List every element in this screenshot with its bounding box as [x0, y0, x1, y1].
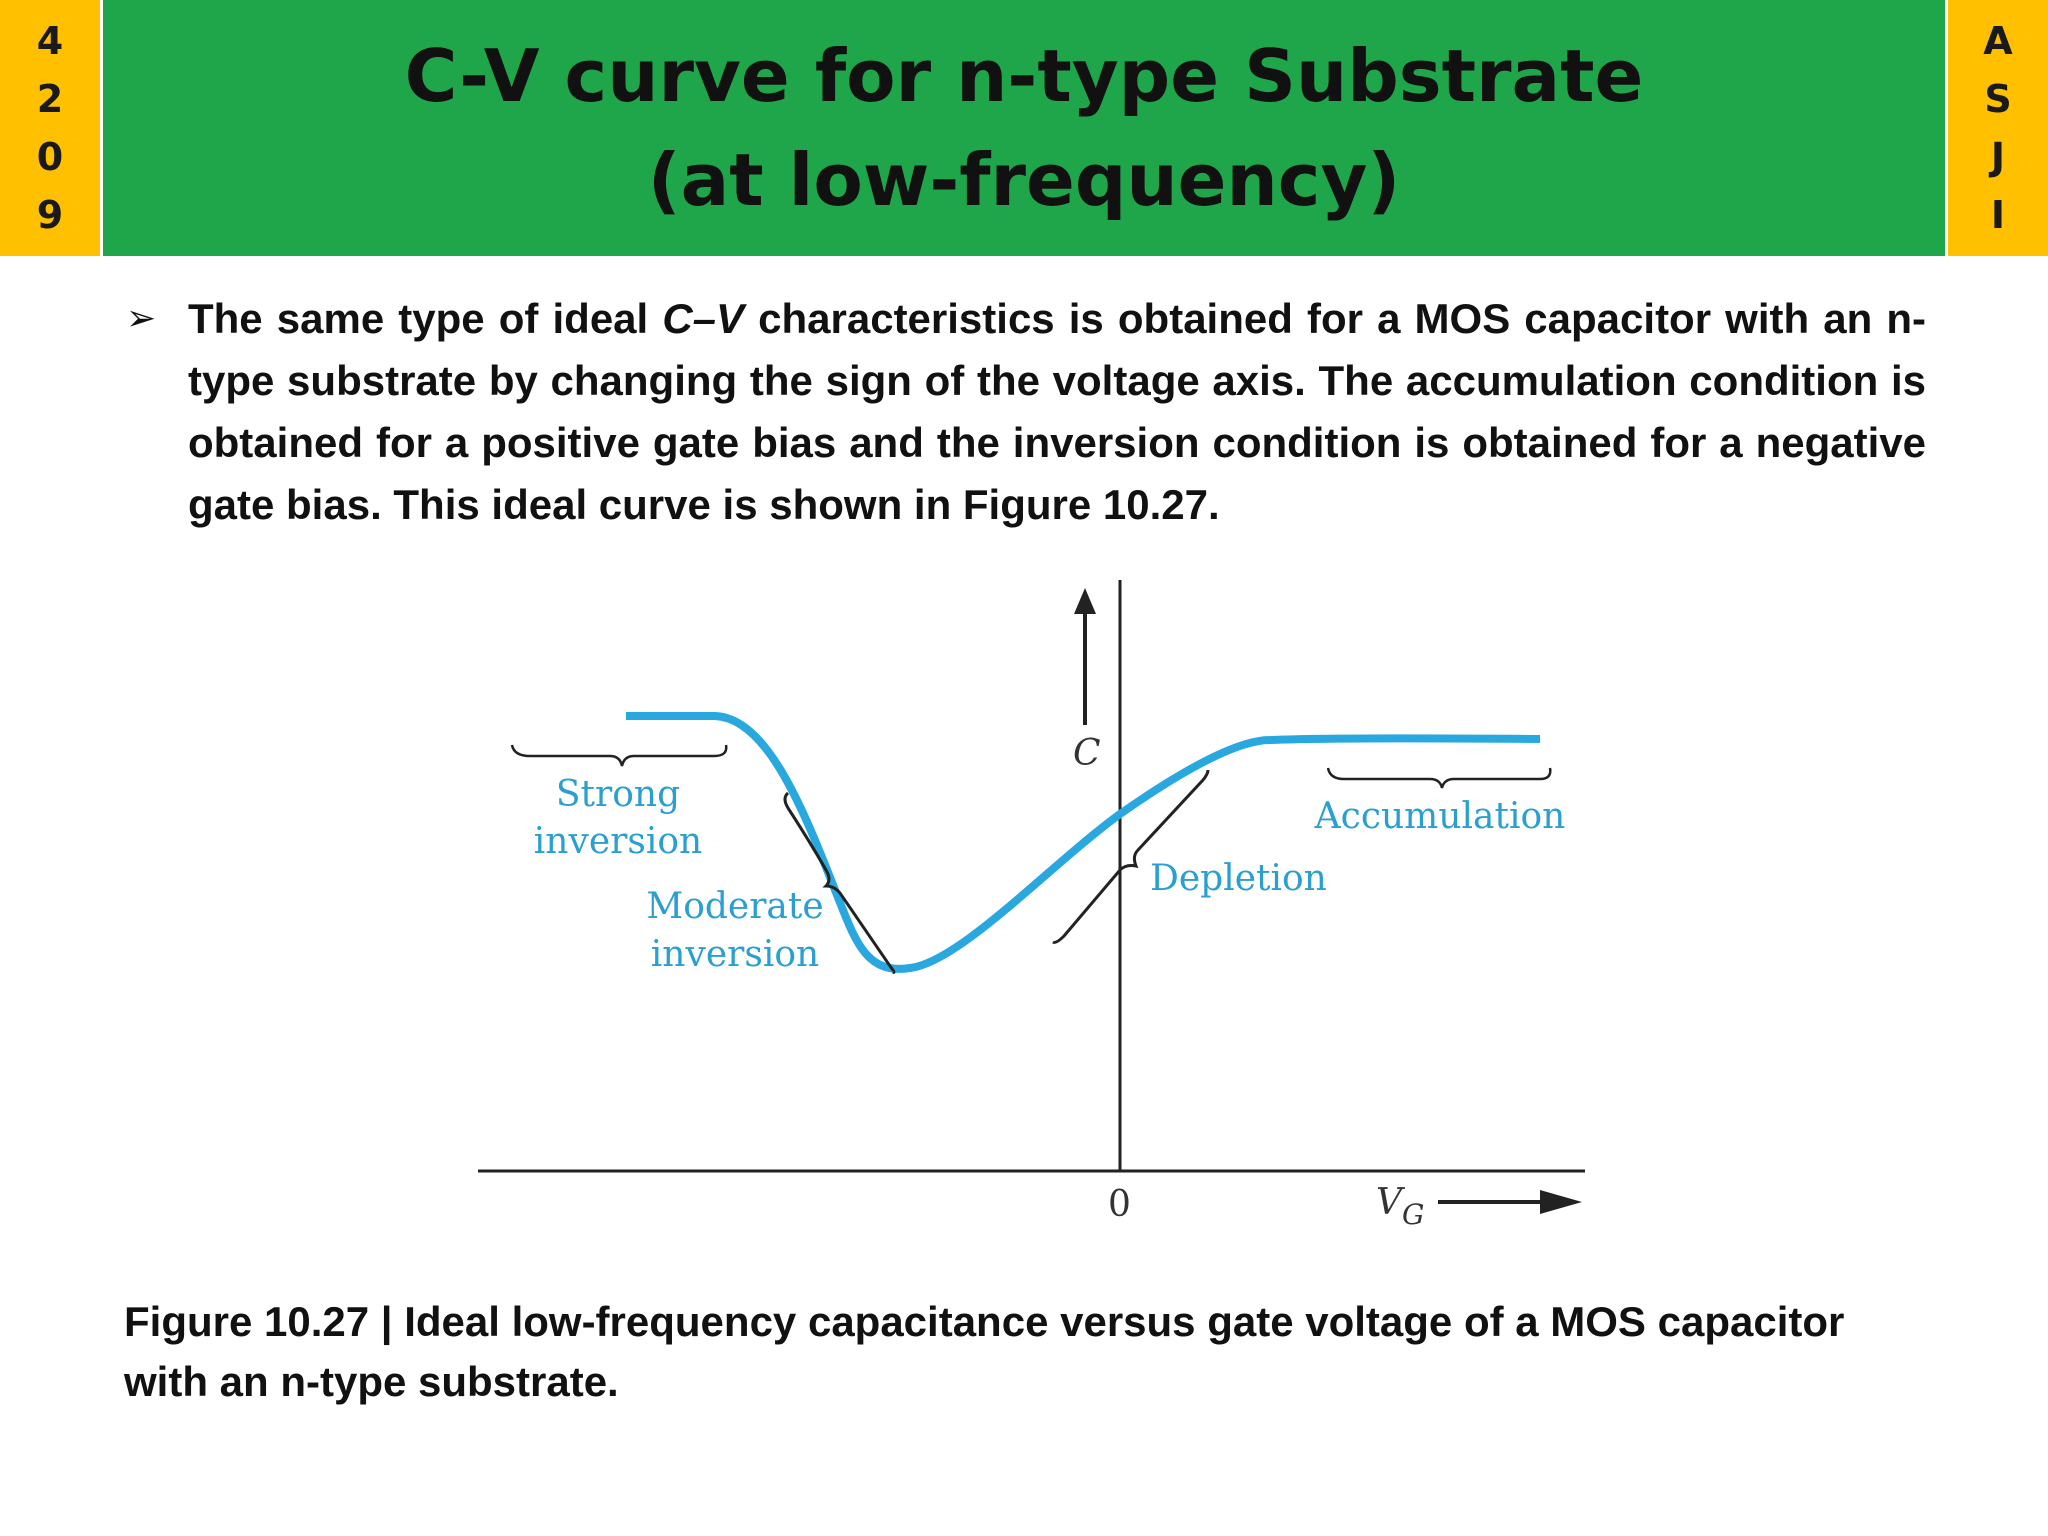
slide-title-line-1: C-V curve for n-type Substrate [404, 34, 1644, 118]
depletion-brace [1052, 769, 1210, 944]
moderate-inversion-label-2: inversion [651, 934, 819, 975]
strong-inversion-label-2: inversion [534, 821, 702, 862]
strong-inversion-brace [510, 744, 728, 767]
right-bar-char: S [1984, 77, 2012, 121]
left-bar-char: 2 [36, 77, 64, 121]
left-bar-char: 9 [36, 193, 64, 237]
origin-label: 0 [1108, 1184, 1131, 1225]
vg-axis-label-sub: G [1402, 1198, 1424, 1231]
depletion-label: Depletion [1150, 858, 1327, 899]
bullet-text-italic: C–V [662, 295, 745, 342]
strong-inversion-label-1: Strong [556, 774, 680, 815]
left-bar-char: 0 [36, 135, 64, 179]
moderate-inversion-brace [783, 791, 896, 974]
left-bar-char: 4 [36, 19, 64, 63]
figure-caption-line-1: Figure 10.27 | Ideal low-frequency capac… [124, 1298, 1845, 1345]
vg-arrow-icon [1540, 1190, 1582, 1214]
c-axis-label: C [1073, 733, 1101, 774]
c-axis-arrow-icon [1074, 588, 1096, 614]
right-bar-char: A [1983, 19, 2013, 63]
cv-diagram-svg: C 0 VG Strong inversion Moderate inversi… [478, 580, 1585, 1231]
moderate-inversion-label-1: Moderate [646, 886, 823, 927]
figure-caption: Figure 10.27 | Ideal low-frequency capac… [124, 1292, 1924, 1412]
accumulation-label: Accumulation [1314, 796, 1566, 837]
right-side-bar: A S J I [1948, 0, 2048, 256]
cv-diagram: C 0 VG Strong inversion Moderate inversi… [470, 570, 1610, 1265]
vg-axis-label-main: V [1376, 1182, 1406, 1223]
arrow-bullet-icon: ➢ [126, 298, 157, 339]
accumulation-brace [1326, 767, 1552, 789]
right-bar-char: J [1990, 135, 2006, 179]
slide-header: C-V curve for n-type Substrate (at low-f… [103, 0, 1945, 256]
right-bar-char: I [1990, 193, 2006, 237]
slide-title-line-2: (at low-frequency) [647, 138, 1401, 222]
figure-caption-line-2: with an n-type substrate. [124, 1358, 619, 1405]
bullet-text: The same type of ideal C–V characteristi… [188, 288, 1926, 536]
bullet-paragraph: ➢ The same type of ideal C–V characteris… [126, 288, 1926, 536]
cv-curve [626, 712, 1541, 973]
vg-axis-label: VG [1376, 1182, 1424, 1231]
bullet-text-part-1: The same type of ideal [188, 295, 663, 342]
bullet-text-part-2: characteristics is obtained for a MOS ca… [188, 295, 1926, 528]
left-side-bar: 4 2 0 9 [0, 0, 100, 256]
